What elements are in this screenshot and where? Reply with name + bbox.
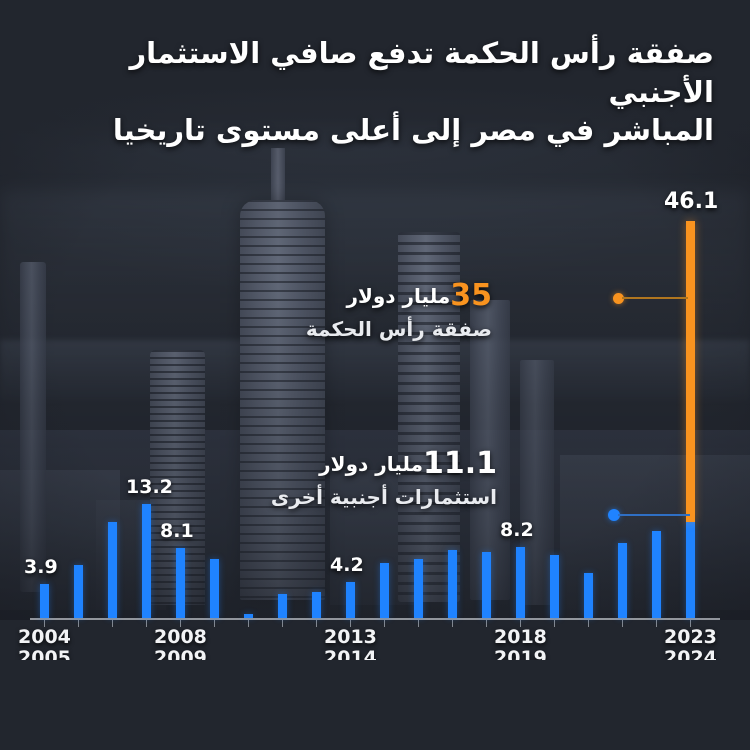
annotation-orange-value: 35 (450, 278, 492, 313)
bar-2023-2024 (685, 522, 695, 618)
headline-line-1: صفقة رأس الحكمة تدفع صافي الاستثمار الأج… (129, 36, 714, 109)
x-axis-tick (214, 620, 215, 627)
x-axis-tick (350, 620, 351, 627)
x-axis-label-line1: 2013 (324, 626, 377, 648)
x-axis-tick (180, 620, 181, 627)
x-axis-tick (248, 620, 249, 627)
x-axis-tick (452, 620, 453, 627)
bar-2022-2023 (651, 531, 661, 618)
x-axis-tick (384, 620, 385, 627)
x-axis-tick (656, 620, 657, 627)
bar-2014-2015 (379, 562, 389, 618)
x-axis-label-line1: 2018 (494, 626, 547, 648)
x-axis-label-line1: 2008 (154, 626, 207, 648)
annotation-orange-unit: مليار دولار (346, 284, 451, 308)
bar-2004-2005 (39, 584, 49, 618)
x-axis-tick (316, 620, 317, 627)
headline-line-2: المباشر في مصر إلى أعلى مستوى تاريخيا (112, 113, 714, 148)
x-axis-tick (588, 620, 589, 627)
x-axis-tick (44, 620, 45, 627)
annotation-blue-value-line: 11.1مليار دولار (271, 446, 497, 481)
bar-value-label: 13.2 (126, 476, 173, 499)
bar-value-label: 3.9 (24, 556, 58, 579)
x-axis-tick (112, 620, 113, 627)
annotation-blue-unit: مليار دولار (319, 452, 423, 476)
bar-2017-2018 (481, 551, 491, 618)
x-axis-label-line1: 2004 (18, 626, 71, 648)
annotation-orange-value-line: 35مليار دولار (306, 278, 492, 313)
bar-2005-2006 (73, 565, 83, 618)
annotation-blue-value: 11.1 (422, 446, 497, 481)
annotation-blue-dot (608, 509, 620, 521)
bar-value-label: 8.2 (500, 519, 534, 542)
x-axis-label-line1: 2023 (664, 626, 717, 648)
x-axis-tick (282, 620, 283, 627)
x-axis-tick (146, 620, 147, 627)
x-axis-tick (622, 620, 623, 627)
annotation-ras-el-hekma: 35مليار دولار صفقة رأس الحكمة (306, 278, 492, 341)
bar-2011-2012 (277, 593, 287, 618)
bar-value-label: 8.1 (160, 520, 194, 543)
bar-2013-2014 (345, 581, 355, 618)
bar-2006-2007 (107, 522, 117, 618)
x-axis-tick (520, 620, 521, 627)
bar-2015-2016 (413, 558, 423, 618)
bar-2009-2010 (209, 559, 219, 618)
bar-2019-2020 (549, 555, 559, 618)
top-fade-overlay (0, 0, 750, 150)
bar-2016-2017 (447, 549, 457, 618)
bar-2010-2011 (243, 613, 253, 618)
bar-2020-2021 (583, 573, 593, 618)
bar-2008-2009 (175, 548, 185, 618)
x-axis-line (30, 618, 720, 620)
bar-2021-2022 (617, 543, 627, 618)
bar-2007-2008 (141, 504, 151, 618)
annotation-blue-caption: استثمارات أجنبية أخرى (270, 485, 497, 509)
bar-2018-2019 (515, 547, 525, 618)
page-title: صفقة رأس الحكمة تدفع صافي الاستثمار الأج… (36, 34, 714, 150)
annotation-orange-dot (613, 293, 624, 304)
footer: الشرق للأخبار Bloomberg المصدر: بيانات ا… (0, 660, 750, 750)
x-axis-tick (690, 620, 691, 627)
bar-value-label: 4.2 (330, 553, 364, 576)
bar-2012-2013 (311, 592, 321, 618)
x-axis-tick (486, 620, 487, 627)
x-axis-tick (418, 620, 419, 627)
x-axis-tick (78, 620, 79, 627)
x-axis-tick (554, 620, 555, 627)
bar-segment-deal-2023-2024 (685, 221, 695, 523)
bar-value-label: 46.1 (664, 189, 719, 214)
annotation-orange-caption: صفقة رأس الحكمة (305, 317, 492, 341)
annotation-blue-connector (618, 514, 690, 516)
annotation-orange-connector (622, 297, 688, 299)
annotation-other-fdi: 11.1مليار دولار استثمارات أجنبية أخرى (271, 446, 497, 509)
